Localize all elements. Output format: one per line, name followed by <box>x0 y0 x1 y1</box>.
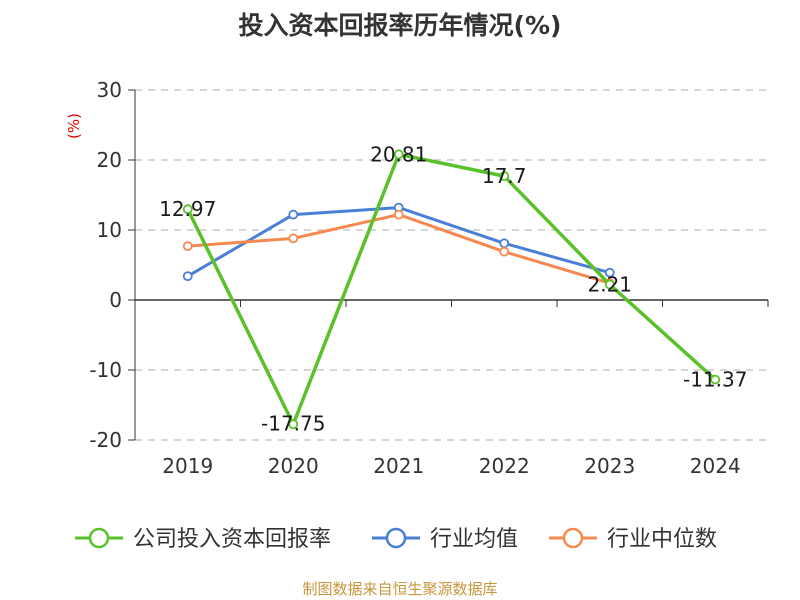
data-point <box>288 209 299 220</box>
x-tick-label: 2024 <box>690 454 741 478</box>
data-point <box>182 241 193 252</box>
y-tick-label: -20 <box>89 428 122 452</box>
series-0 <box>182 149 721 430</box>
data-point <box>710 374 721 385</box>
data-point <box>393 149 404 160</box>
legend-label: 行业均值 <box>430 527 518 552</box>
y-axis-unit-label: (%) <box>65 113 83 139</box>
y-tick-label: -10 <box>89 358 122 382</box>
y-tick-label: 20 <box>97 148 122 172</box>
legend-marker <box>88 527 110 549</box>
data-point <box>604 267 615 278</box>
axes: 30 20 10 0 -10 -20 2019 2020 2021 2022 2023 2024 <box>89 78 769 478</box>
grid-lines <box>135 89 768 441</box>
legend-item-2: 行业中位数 <box>549 527 717 552</box>
data-labels: 12.97 -17.75 20.81 17.7 2.21 -11.37 <box>159 142 747 435</box>
legend: 公司投入资本回报率 行业均值 行业中位数 <box>75 527 717 552</box>
x-tick-label: 2020 <box>268 454 319 478</box>
data-label: -11.37 <box>683 368 747 392</box>
series-group <box>182 149 721 430</box>
x-tick-label: 2021 <box>373 454 424 478</box>
series-line <box>186 213 612 285</box>
data-label: 20.81 <box>370 142 427 166</box>
data-point <box>393 209 404 220</box>
data-label: -17.75 <box>261 411 325 435</box>
data-point <box>499 238 510 249</box>
y-tick-label: 10 <box>97 218 122 242</box>
data-point <box>182 204 193 215</box>
legend-marker <box>385 527 407 549</box>
data-point <box>499 246 510 257</box>
x-tick-label: 2019 <box>162 454 213 478</box>
legend-label: 公司投入资本回报率 <box>133 527 331 552</box>
x-tick-label: 2023 <box>584 454 635 478</box>
y-tick-label: 0 <box>109 288 122 312</box>
legend-item-0: 公司投入资本回报率 <box>75 527 331 552</box>
data-label: 17.7 <box>482 164 527 188</box>
legend-marker <box>562 527 584 549</box>
source-footer: 制图数据来自恒生聚源数据库 <box>302 580 498 598</box>
data-label: 2.21 <box>587 273 632 297</box>
x-tick-label: 2022 <box>479 454 530 478</box>
data-point <box>288 233 299 244</box>
series-line <box>186 152 717 426</box>
series-2 <box>182 209 615 289</box>
y-tick-label: 30 <box>97 78 122 102</box>
chart-title: 投入资本回报率历年情况(%) <box>238 11 562 40</box>
data-label: 12.97 <box>159 197 216 221</box>
legend-label: 行业中位数 <box>607 527 717 552</box>
data-point <box>182 271 193 282</box>
data-point <box>288 419 299 430</box>
data-point <box>499 171 510 182</box>
data-point <box>604 279 615 290</box>
legend-item-1: 行业均值 <box>372 527 518 552</box>
series-1 <box>182 202 615 282</box>
